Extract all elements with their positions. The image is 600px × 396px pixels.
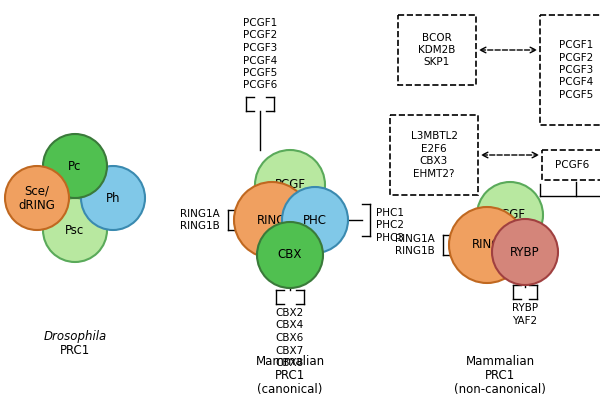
Ellipse shape [257,222,323,288]
Text: PHC: PHC [303,213,327,227]
Ellipse shape [5,166,69,230]
Text: Drosophila: Drosophila [43,330,107,343]
Text: Sce/
dRING: Sce/ dRING [19,184,55,212]
Text: (canonical): (canonical) [257,383,323,396]
Text: Psc: Psc [65,223,85,236]
Ellipse shape [255,150,325,220]
Text: Mammalian: Mammalian [466,355,535,368]
Text: PCGF6: PCGF6 [243,80,277,91]
Text: PRC1: PRC1 [60,344,90,357]
Text: CBX6: CBX6 [276,333,304,343]
Text: RING: RING [257,213,287,227]
Ellipse shape [234,182,310,258]
Ellipse shape [477,182,543,248]
Bar [398,15,476,85]
Text: RING: RING [472,238,502,251]
Text: PCGF5: PCGF5 [243,68,277,78]
Text: (non-canonical): (non-canonical) [454,383,546,396]
Text: RING1A
RING1B: RING1A RING1B [180,209,220,231]
Text: CBX: CBX [278,249,302,261]
Text: PHC2: PHC2 [376,221,404,230]
Text: CBX4: CBX4 [276,320,304,331]
Text: PRC1: PRC1 [275,369,305,382]
Bar [390,115,478,195]
Text: L3MBTL2
E2F6
CBX3
EHMT2?: L3MBTL2 E2F6 CBX3 EHMT2? [410,131,458,179]
Text: RYBP: RYBP [510,246,540,259]
Bar [540,15,600,125]
Text: RING1A
RING1B: RING1A RING1B [395,234,435,256]
Ellipse shape [492,219,558,285]
Text: PHC3: PHC3 [376,233,404,243]
Text: PHC1: PHC1 [376,208,404,218]
Ellipse shape [43,198,107,262]
Text: RYBP: RYBP [512,303,538,313]
Bar [542,150,600,180]
Text: PCGF1
PCGF2
PCGF3
PCGF4
PCGF5: PCGF1 PCGF2 PCGF3 PCGF4 PCGF5 [559,40,593,100]
Text: PCGF: PCGF [275,179,305,192]
Ellipse shape [43,134,107,198]
Text: PRC1: PRC1 [485,369,515,382]
Text: CBX8: CBX8 [276,358,304,368]
Text: CBX7: CBX7 [276,345,304,356]
Ellipse shape [449,207,525,283]
Text: PCGF2: PCGF2 [243,30,277,40]
Text: CBX2: CBX2 [276,308,304,318]
Text: PCGF3: PCGF3 [243,43,277,53]
Ellipse shape [282,187,348,253]
Ellipse shape [81,166,145,230]
Text: Ph: Ph [106,192,120,204]
Text: BCOR
KDM2B
SKP1: BCOR KDM2B SKP1 [418,32,455,67]
Text: PCGF: PCGF [494,209,526,221]
Text: PCGF6: PCGF6 [555,160,589,170]
Text: Pc: Pc [68,160,82,173]
Text: PCGF4: PCGF4 [243,55,277,65]
Text: Mammalian: Mammalian [256,355,325,368]
Text: YAF2: YAF2 [512,316,538,326]
Text: PCGF1: PCGF1 [243,18,277,28]
